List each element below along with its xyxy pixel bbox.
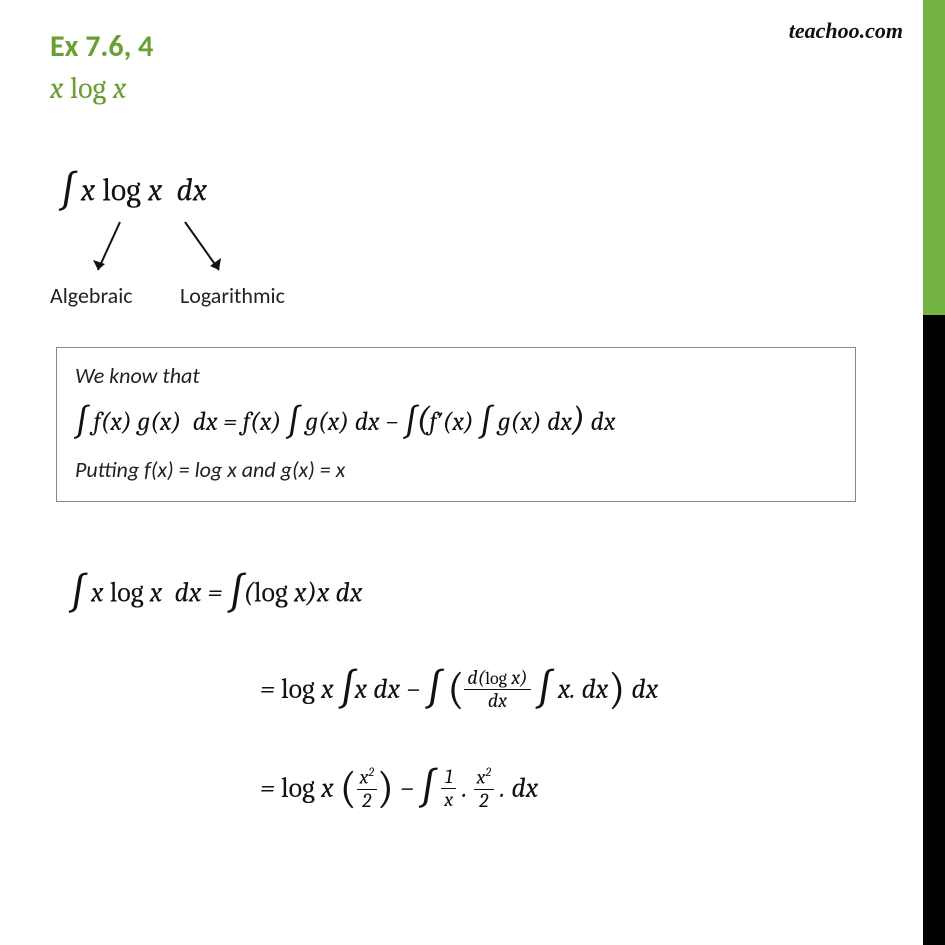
arrows — [60, 220, 895, 280]
stripe-green — [923, 0, 945, 315]
watermark: teachoo.com — [789, 18, 903, 44]
type-labels: Algebraic Logarithmic — [40, 282, 895, 312]
step-3: = log x (x22) − ∫ 1x . x22 . dx — [70, 765, 895, 816]
arrow-left — [90, 220, 130, 278]
exercise-title: Ex 7.6, 4 — [50, 28, 895, 65]
arrow-right — [175, 220, 235, 278]
integral-expression: ∫x log x dx — [60, 170, 895, 220]
putting-text: Putting f(x) = log x and g(x) = x — [75, 456, 837, 483]
formula-box: We know that ∫ f(x) g(x) dx = f(x) ∫ g(x… — [56, 347, 856, 502]
derivation-steps: ∫ x log x dx = ∫(log x)x dx = log x ∫x d… — [70, 572, 895, 816]
label-algebraic: Algebraic — [50, 282, 133, 309]
step-1: ∫ x log x dx = ∫(log x)x dx — [70, 572, 895, 618]
we-know-text: We know that — [75, 362, 837, 389]
content: Ex 7.6, 4 x log x ∫x log x dx Algebraic … — [0, 0, 945, 816]
problem-expression: x log x — [50, 71, 895, 106]
step-2: = log x ∫x dx − ∫ (d(log x)dx ∫ x. dx) d… — [70, 666, 895, 717]
integration-by-parts-formula: ∫ f(x) g(x) dx = f(x) ∫ g(x) dx − ∫(f′(x… — [75, 399, 837, 444]
label-logarithmic: Logarithmic — [180, 282, 285, 309]
stripe-black — [923, 315, 945, 945]
